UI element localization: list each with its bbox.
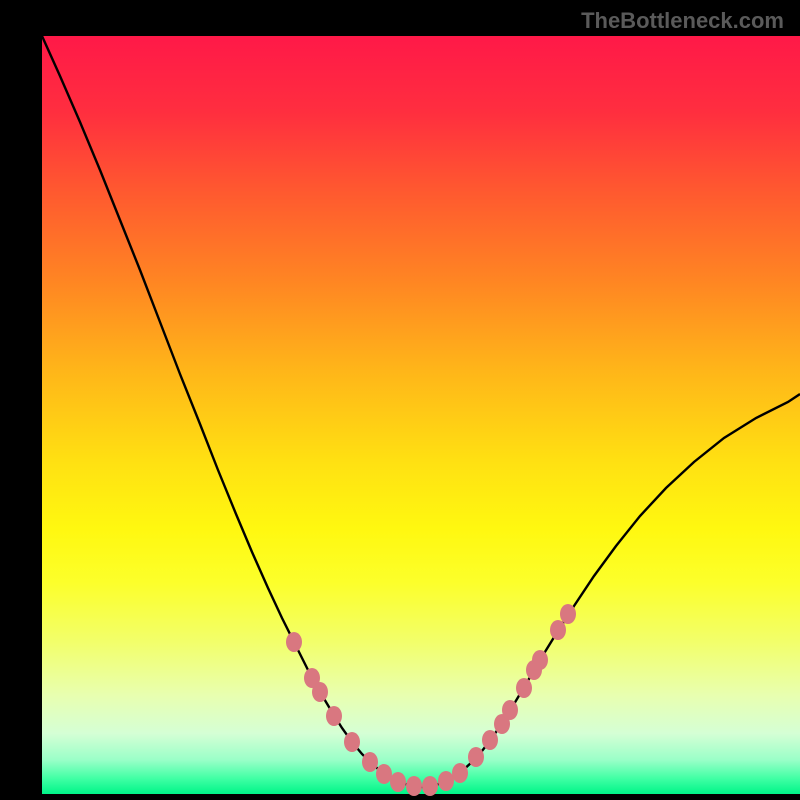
- curve-marker: [406, 776, 422, 796]
- curve-marker: [312, 682, 328, 702]
- curve-marker: [452, 763, 468, 783]
- curve-marker: [286, 632, 302, 652]
- marker-group: [286, 604, 576, 796]
- curve-marker: [532, 650, 548, 670]
- curve-marker: [502, 700, 518, 720]
- curve-marker: [376, 764, 392, 784]
- curve-marker: [516, 678, 532, 698]
- curve-marker: [560, 604, 576, 624]
- curve-marker: [468, 747, 484, 767]
- bottleneck-curve: [42, 36, 800, 787]
- curve-marker: [422, 776, 438, 796]
- curve-marker: [390, 772, 406, 792]
- curve-marker: [344, 732, 360, 752]
- curve-marker: [438, 771, 454, 791]
- curve-marker: [550, 620, 566, 640]
- curve-marker: [482, 730, 498, 750]
- watermark-text: TheBottleneck.com: [581, 8, 784, 34]
- curve-marker: [362, 752, 378, 772]
- chart-svg: [0, 0, 800, 800]
- curve-marker: [326, 706, 342, 726]
- plot-area: [42, 36, 800, 794]
